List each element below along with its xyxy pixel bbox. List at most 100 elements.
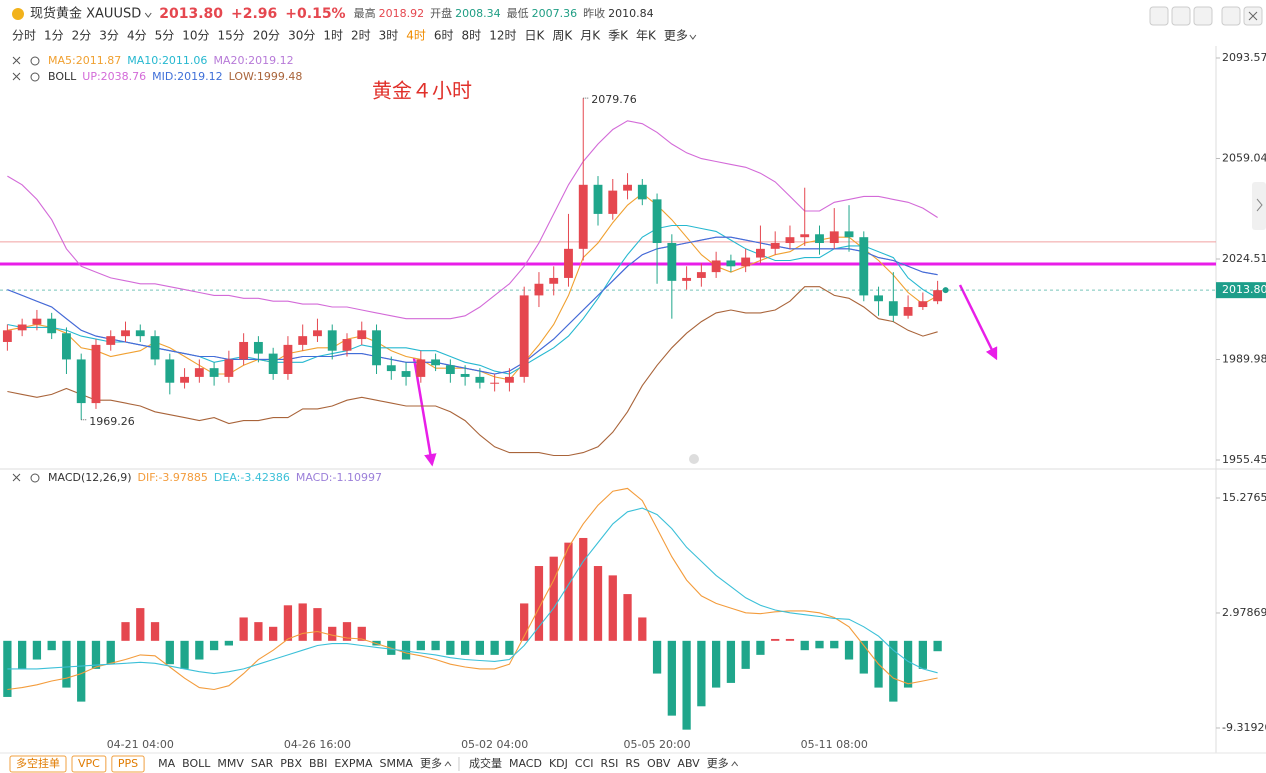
legend-entry: MA20:2019.12 xyxy=(213,54,293,67)
button-border xyxy=(71,755,107,773)
symbol[interactable]: 现货黄金 XAUUSD xyxy=(30,6,141,22)
indicator-tab[interactable]: 更多 xyxy=(420,756,442,770)
candle-body xyxy=(519,295,529,377)
timeframe-tab[interactable]: 1分 xyxy=(44,29,64,43)
macd-bar xyxy=(903,640,913,688)
price-change: +2.96 xyxy=(231,6,277,22)
settings-icon[interactable] xyxy=(30,473,40,483)
macd-bar xyxy=(283,605,293,641)
y-tick-label: 2059.04 xyxy=(1222,151,1266,164)
candle-body xyxy=(372,330,381,366)
candle-body xyxy=(564,248,573,278)
candle-body xyxy=(800,234,810,238)
macd-bar xyxy=(505,640,514,655)
indicator-tab[interactable]: CCI xyxy=(575,757,594,770)
timeframe-tab[interactable]: 4时 xyxy=(406,29,426,43)
timeframe-tab[interactable]: 年K xyxy=(636,29,657,43)
indicator-tab[interactable]: SMMA xyxy=(379,757,413,770)
scroll-tab[interactable] xyxy=(1252,182,1266,230)
macd-bar xyxy=(520,603,529,641)
timeframe-tab[interactable]: 30分 xyxy=(288,29,315,43)
indicator-tab[interactable]: MACD xyxy=(509,757,542,770)
caret xyxy=(444,761,452,767)
legend-entry: MACD:-1.10997 xyxy=(296,471,382,484)
remove-icon[interactable] xyxy=(12,473,21,482)
timeframe-tab[interactable]: 3时 xyxy=(379,29,399,43)
indicator-tab[interactable]: BBI xyxy=(309,757,327,770)
timeframe-tab[interactable]: 15分 xyxy=(218,29,245,43)
macd-bar xyxy=(771,638,780,641)
caret xyxy=(689,34,697,40)
timeframe-tab[interactable]: 20分 xyxy=(253,29,280,43)
macd-bar xyxy=(682,640,691,730)
indicator-tab[interactable]: PBX xyxy=(280,757,302,770)
candle-body xyxy=(209,368,219,377)
indicator-tab[interactable]: RS xyxy=(625,757,640,770)
stat-label: 开盘 xyxy=(430,6,452,20)
timeframe-tab[interactable]: 1时 xyxy=(323,29,343,43)
stat-value: 2007.36 xyxy=(532,7,578,20)
timeframe-tab[interactable]: 4分 xyxy=(127,29,147,43)
indicator-tab[interactable]: KDJ xyxy=(549,757,568,770)
candle-body xyxy=(135,330,145,337)
candle-body xyxy=(741,257,751,267)
toolbar-button[interactable]: VPC xyxy=(78,757,100,770)
macd-bar xyxy=(889,640,898,702)
candle-body xyxy=(682,277,692,281)
timeframe-tab[interactable]: 更多 xyxy=(664,29,688,43)
candle-body xyxy=(298,336,308,345)
indicator-tab[interactable]: 更多 xyxy=(707,756,729,770)
macd-bar xyxy=(741,640,750,669)
indicator-tab[interactable]: MMV xyxy=(217,757,244,770)
scroll-chevron xyxy=(1256,198,1263,212)
price-change-pct: +0.15% xyxy=(285,6,345,22)
indicator-tab[interactable]: EXPMA xyxy=(334,757,373,770)
indicator-tab[interactable]: 成交量 xyxy=(469,756,502,770)
arrow xyxy=(958,284,998,361)
icon-button[interactable] xyxy=(1221,6,1241,26)
y-tick-label: 2024.51 xyxy=(1222,252,1266,265)
macd-bar xyxy=(475,640,485,655)
toolbar-button[interactable]: 多空挂单 xyxy=(16,756,60,770)
macd-bar xyxy=(579,537,588,641)
y-tick-label: 15.27659 xyxy=(1222,491,1266,504)
candle-body xyxy=(918,301,928,308)
timeframe-tab[interactable]: 2分 xyxy=(72,29,92,43)
timeframe-tab[interactable]: 日K xyxy=(524,29,545,43)
timeframe-tab[interactable]: 5分 xyxy=(155,29,175,43)
indicator-tab[interactable]: BOLL xyxy=(182,757,211,770)
timeframe-tab[interactable]: 12时 xyxy=(489,29,516,43)
timeframe-tab[interactable]: 季K xyxy=(608,29,629,43)
timeframe-tab[interactable]: 10分 xyxy=(182,29,209,43)
stat-label: 最高 xyxy=(354,6,376,20)
macd-bar xyxy=(534,566,544,641)
indicator-line xyxy=(7,120,938,320)
indicator-tab[interactable]: ABV xyxy=(677,757,700,770)
timeframe-tab[interactable]: 周K xyxy=(552,29,573,43)
candle-body xyxy=(313,330,322,337)
macd-bar xyxy=(726,640,736,683)
icon-button[interactable] xyxy=(1149,6,1169,26)
indicator-tab[interactable]: RSI xyxy=(601,757,619,770)
timeframe-tab[interactable]: 分时 xyxy=(12,29,36,43)
candle-body xyxy=(76,359,86,404)
settings-icon[interactable] xyxy=(30,72,40,82)
timeframe-tab[interactable]: 6时 xyxy=(434,29,454,43)
button-border xyxy=(9,755,67,773)
remove-icon[interactable] xyxy=(12,56,21,65)
indicator-tab[interactable]: OBV xyxy=(647,757,671,770)
timeframe-tab[interactable]: 8时 xyxy=(462,29,482,43)
timeframe-tab[interactable]: 2时 xyxy=(351,29,371,43)
timeframe-tab[interactable]: 3分 xyxy=(99,29,119,43)
indicator-tab[interactable]: MA xyxy=(158,757,175,770)
icon-button[interactable] xyxy=(1171,6,1191,26)
indicator-tab[interactable]: SAR xyxy=(251,757,274,770)
price: 2013.80 xyxy=(159,6,223,22)
toolbar-button[interactable]: PPS xyxy=(118,757,138,770)
remove-icon[interactable] xyxy=(12,72,21,81)
icon-button[interactable] xyxy=(1193,6,1213,26)
settings-icon[interactable] xyxy=(30,56,40,66)
candle-body xyxy=(711,260,721,273)
timeframe-tab[interactable]: 月K xyxy=(580,29,601,43)
candle-body xyxy=(637,184,647,200)
